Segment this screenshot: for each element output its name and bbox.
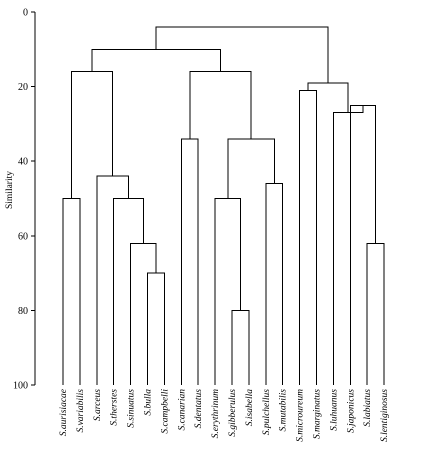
dendrogram-link [96, 175, 129, 385]
dendrogram-link [299, 89, 317, 385]
dendrogram-link [214, 198, 241, 385]
y-tick-label: 40 [18, 157, 28, 168]
leaf-label: S.lentiginosus [380, 389, 390, 442]
leaf-label: S.campbelli [160, 389, 170, 434]
y-axis-title: Similarity [5, 171, 15, 209]
y-tick-label: 0 [23, 8, 28, 19]
dendrogram-link [307, 82, 349, 113]
dendrogram-link [366, 242, 385, 385]
y-axis: 0 20 40 60 80 100 [13, 8, 36, 392]
leaf-label: S.variabilis [76, 389, 86, 433]
leaf-label: S.isabella [245, 389, 255, 426]
leaf-label: S.marginatus [313, 389, 323, 439]
leaf-label: S.arceus [93, 389, 103, 421]
dendrogram-link [91, 48, 221, 72]
leaf-label: S.bulla [144, 389, 154, 416]
dendrogram-link [231, 309, 250, 385]
leaf-label: S.therstes [110, 389, 120, 426]
leaf-label: S.microureum [296, 389, 306, 442]
y-tick-label: 60 [18, 231, 28, 242]
dendrogram-link [113, 198, 144, 385]
dendrogram-link [155, 26, 329, 83]
dendrogram-tree [62, 26, 385, 385]
leaf-label: S.labiatus [363, 389, 373, 427]
leaf-labels: S.aurisiacae S.variabilis S.arceus S.therst… [59, 389, 390, 442]
leaf-label: S.gibberulus [228, 389, 238, 437]
leaf-label: S.pulchellus [262, 389, 272, 435]
dendrogram-link [180, 138, 199, 385]
leaf-label: S.mutabilis [279, 389, 289, 432]
dendrogram-link [332, 105, 364, 385]
leaf-label: S.aurisiacae [59, 389, 69, 436]
dendrogram-link [130, 242, 157, 385]
dendrogram-link [147, 272, 165, 385]
leaf-label: S.erythrinum [211, 389, 221, 438]
dendrogram-link [189, 71, 252, 139]
dendrogram-link [265, 183, 284, 385]
y-tick-label: 80 [18, 306, 28, 317]
dendrogram-link [62, 198, 81, 385]
dendrogram-link [70, 71, 114, 199]
leaf-label: S.japonicus [346, 389, 356, 433]
leaf-label: S.luhuanus [329, 389, 339, 431]
y-tick-label: 20 [18, 82, 28, 93]
dendrogram-link [349, 104, 377, 385]
leaf-label: S.canarian [177, 389, 187, 431]
leaf-label: S.sinuatus [127, 389, 137, 428]
leaf-label: S.dentatus [194, 389, 204, 429]
y-tick-label: 100 [13, 381, 28, 392]
dendrogram-link [227, 138, 275, 199]
